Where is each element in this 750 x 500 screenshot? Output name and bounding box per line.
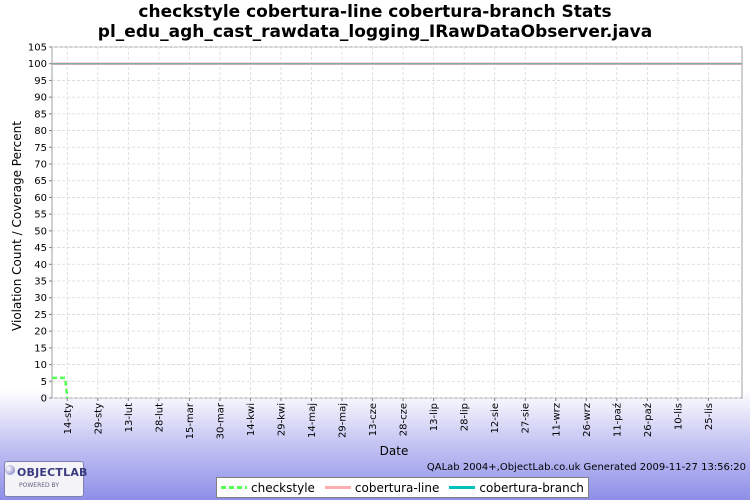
series-layer xyxy=(52,62,742,399)
x-tick-label: 26-paź xyxy=(642,403,654,437)
x-tick-label: 28-lip xyxy=(460,403,471,431)
y-tick-label: 40 xyxy=(34,260,47,271)
x-tick-label: 10-lis xyxy=(673,403,684,430)
grid-layer xyxy=(51,46,743,399)
x-tick-label: 27-sie xyxy=(521,403,532,433)
legend-swatch xyxy=(449,486,476,489)
objectlab-logo: OBJECTLAB POWERED BY xyxy=(4,461,87,497)
y-tick-label: 65 xyxy=(34,176,47,187)
legend-item-cobertura-line: cobertura-line xyxy=(324,480,440,495)
generated-credit: QALab 2004+,ObjectLab.co.uk Generated 20… xyxy=(426,462,746,473)
y-tick-label: 20 xyxy=(34,327,47,338)
logo-globe-icon xyxy=(5,465,15,475)
logo-tagline: POWERED BY xyxy=(19,482,60,489)
y-tick-label: 80 xyxy=(34,126,47,137)
chart-title: checkstyle cobertura-line cobertura-bran… xyxy=(138,2,612,22)
x-tick-label: 14-kwi xyxy=(246,403,257,436)
x-tick-label: 28-lut xyxy=(154,403,165,432)
x-tick-label: 26-wrz xyxy=(582,403,593,437)
series-line-checkstyle xyxy=(52,376,69,399)
chart-legend: checkstyle cobertura-line cobertura-branch xyxy=(216,477,589,498)
y-tick-label: 25 xyxy=(34,310,47,321)
y-tick-label: 55 xyxy=(34,210,47,221)
y-tick-label: 70 xyxy=(34,160,47,171)
y-tick-label: 0 xyxy=(41,394,47,405)
y-tick-label: 35 xyxy=(34,277,47,288)
axis-layer: 0 5 10 15 20 25 30 35 40 45 50 55 60 65 70 75 80 85 90 95 10… xyxy=(28,43,715,440)
y-tick-label: 95 xyxy=(34,76,47,87)
x-tick-label: 29-maj xyxy=(338,403,349,438)
x-tick-label: 13-lip xyxy=(429,403,440,431)
legend-label: cobertura-branch xyxy=(479,480,584,495)
x-tick-label: 13-cze xyxy=(368,403,379,436)
chart-subtitle: pl_edu_agh_cast_rawdata_logging_IRawData… xyxy=(97,22,653,42)
y-tick-label: 85 xyxy=(34,109,47,120)
legend-item-checkstyle: checkstyle xyxy=(221,481,315,495)
plot-area xyxy=(51,46,743,399)
legend-label: checkstyle xyxy=(251,480,315,495)
x-tick-label: 15-mar xyxy=(185,402,196,439)
y-tick-label: 105 xyxy=(28,43,47,54)
x-tick-label: 29-sty xyxy=(93,403,104,434)
legend-label: cobertura-line xyxy=(354,480,440,495)
logo-name: OBJECTLAB xyxy=(17,466,88,479)
y-tick-label: 10 xyxy=(34,360,47,371)
y-tick-label: 5 xyxy=(41,377,47,388)
x-tick-label: 29-kwi xyxy=(276,403,287,436)
x-tick-label: 11-paź xyxy=(611,403,623,437)
y-tick-label: 45 xyxy=(34,243,47,254)
legend-item-cobertura-branch: cobertura-branch xyxy=(449,481,584,495)
y-tick-label: 15 xyxy=(34,343,47,354)
x-tick-label: 25-lis xyxy=(704,403,715,430)
x-tick-label: 28-cze xyxy=(399,403,410,436)
x-tick-label: 12-sie xyxy=(490,403,501,433)
y-tick-label: 30 xyxy=(34,293,47,304)
y-tick-label: 100 xyxy=(28,59,47,70)
x-tick-label: 14-sty xyxy=(63,403,74,434)
y-tick-label: 90 xyxy=(34,93,47,104)
y-tick-label: 60 xyxy=(34,193,47,204)
y-tick-label: 50 xyxy=(34,226,47,237)
y-axis-label: Violation Count / Coverage Percent xyxy=(10,121,24,331)
legend-swatch xyxy=(324,486,351,489)
legend-swatch xyxy=(221,486,247,489)
y-tick-label: 75 xyxy=(34,143,47,154)
x-axis-label: Date xyxy=(380,444,409,458)
x-tick-label: 14-maj xyxy=(307,403,318,438)
x-tick-label: 30-mar xyxy=(215,402,226,439)
x-tick-label: 11-wrz xyxy=(551,403,562,437)
x-tick-label: 13-lut xyxy=(124,403,135,432)
